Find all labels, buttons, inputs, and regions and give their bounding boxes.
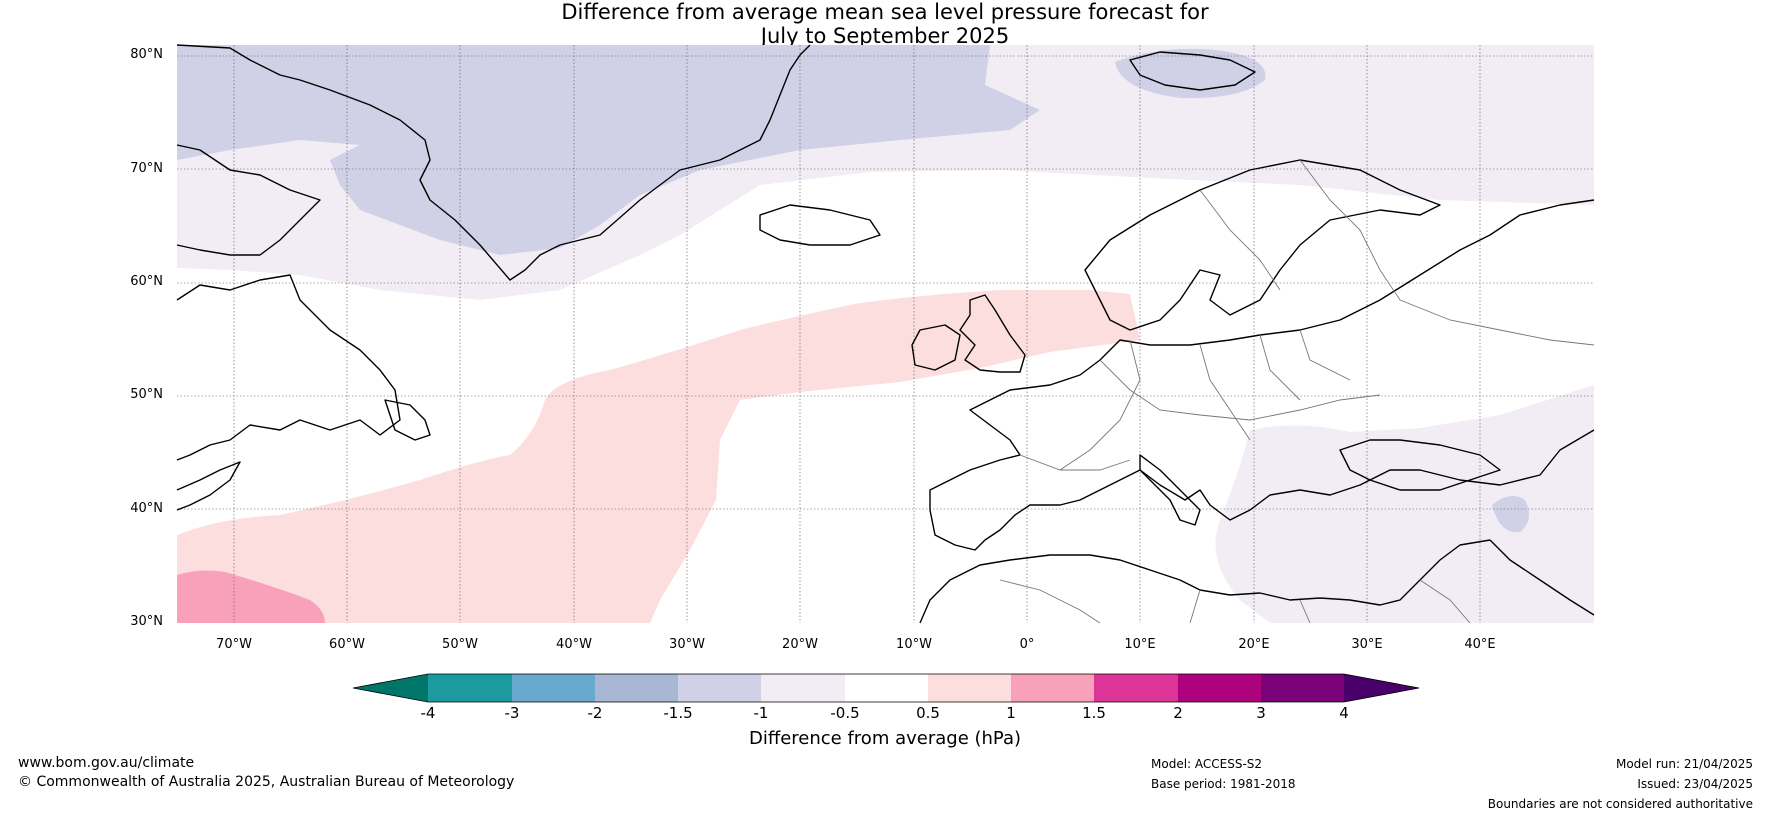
coast-svalbard: [1129, 51, 1256, 91]
colorbar-tick: -1.5: [663, 704, 693, 722]
colorbar-tick: 1: [1006, 704, 1016, 722]
lon-label-70w: 70°W: [216, 637, 252, 652]
coast-europe: [929, 199, 1595, 551]
lon-label-50w: 50°W: [442, 637, 478, 652]
lon-label-10e: 10°E: [1124, 637, 1156, 652]
colorbar: [352, 673, 1420, 703]
footer-model-run: Model run: 21/04/2025: [1615, 757, 1753, 771]
colorbar-bin-6: [845, 674, 928, 702]
coast-usa-east: [176, 461, 241, 511]
colorbar-bin-10: [1178, 674, 1261, 702]
lat-label-60n: 60°N: [130, 274, 163, 289]
coast-labrador: [176, 274, 401, 461]
coast-scandinavia: [1084, 159, 1441, 331]
footer-base-period: Base period: 1981-2018: [1151, 777, 1296, 791]
anomaly-region-pink-atlantic: [177, 290, 1140, 623]
lon-label-20e: 20°E: [1238, 637, 1270, 652]
coast-middle-east: [1489, 539, 1595, 616]
coast-black-sea: [1339, 439, 1501, 491]
footer-copyright: © Commonwealth of Australia 2025, Austra…: [18, 774, 515, 790]
colorbar-bin-7: [928, 674, 1011, 702]
title-line-1: Difference from average mean sea level p…: [561, 0, 1209, 24]
lon-label-0: 0°: [1019, 637, 1035, 652]
lat-label-30n: 30°N: [130, 614, 163, 629]
lat-label-70n: 70°N: [130, 161, 163, 176]
colorbar-tick: 0.5: [916, 704, 940, 722]
footer-website: www.bom.gov.au/climate: [18, 755, 195, 771]
colorbar-bin-8: [1011, 674, 1094, 702]
coast-britain: [959, 294, 1026, 373]
colorbar-bin-4: [678, 674, 761, 702]
colorbar-bin-5: [761, 674, 845, 702]
coast-greenland: [176, 44, 811, 281]
footer-issued: Issued: 23/04/2025: [1637, 777, 1753, 791]
lat-label-50n: 50°N: [130, 387, 163, 402]
colorbar-tick: 2: [1173, 704, 1183, 722]
colorbar-tick: -1: [753, 704, 769, 722]
lon-label-40e: 40°E: [1464, 637, 1496, 652]
anomaly-region-lavender-greenland: [177, 45, 1040, 255]
lon-label-20w: 20°W: [782, 637, 818, 652]
coast-africa: [919, 539, 1491, 624]
map-title: Difference from average mean sea level p…: [0, 0, 1770, 48]
lon-label-30e: 30°E: [1351, 637, 1383, 652]
footer-disclaimer: Boundaries are not considered authoritat…: [1487, 797, 1753, 811]
coastlines: [176, 44, 1595, 624]
coast-iceland: [759, 204, 881, 246]
colorbar-tick: -0.5: [830, 704, 860, 722]
anomaly-region-lavender-east: [1492, 496, 1529, 533]
colorbar-tick: 3: [1256, 704, 1266, 722]
map-panel: [176, 44, 1595, 624]
lon-label-30w: 30°W: [669, 637, 705, 652]
lat-label-40n: 40°N: [130, 501, 163, 516]
title-line-2: July to September 2025: [760, 24, 1010, 48]
colorbar-tick: -3: [504, 704, 520, 722]
colorbar-label: Difference from average (hPa): [748, 728, 1022, 749]
colorbar-bin-11: [1261, 674, 1344, 702]
colorbar-bin-3: [595, 674, 678, 702]
colorbar-extend-low: [353, 674, 428, 702]
colorbar-bin-2: [512, 674, 595, 702]
lon-label-40w: 40°W: [556, 637, 592, 652]
footer-model: Model: ACCESS-S2: [1151, 757, 1263, 771]
lon-label-60w: 60°W: [329, 637, 365, 652]
colorbar-extend-high: [1344, 674, 1419, 702]
country-borders: [999, 159, 1595, 624]
lat-label-80n: 80°N: [130, 47, 163, 62]
coast-ireland: [911, 324, 961, 371]
colorbar-tick: -4: [420, 704, 436, 722]
colorbar-bin-9: [1094, 674, 1178, 702]
colorbar-tick: -2: [587, 704, 603, 722]
anomaly-region-rose-southwest: [177, 570, 325, 623]
lon-label-10w: 10°W: [896, 637, 932, 652]
colorbar-tick: 1.5: [1082, 704, 1106, 722]
anomaly-region-light-purple-east: [1215, 385, 1594, 623]
colorbar-tick: 4: [1339, 704, 1349, 722]
coast-italy: [1139, 454, 1201, 526]
coast-newfoundland: [384, 399, 431, 441]
colorbar-outline: [352, 673, 1420, 703]
coast-baffin: [176, 144, 321, 256]
colorbar-bin-1: [428, 674, 512, 702]
